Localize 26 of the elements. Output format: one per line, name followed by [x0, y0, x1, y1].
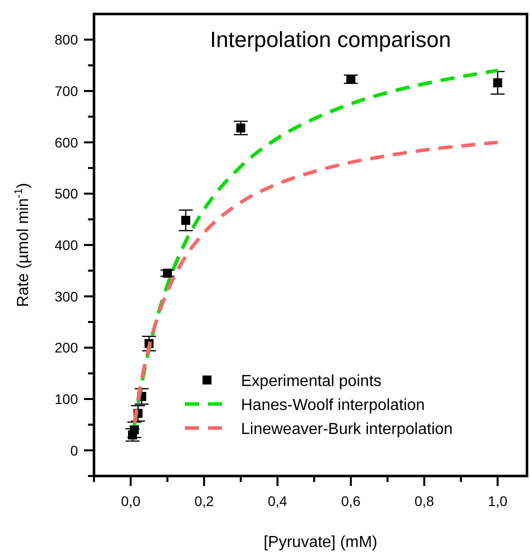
y-tick-label: 0	[70, 442, 78, 458]
point	[181, 216, 190, 225]
point	[346, 74, 356, 84]
x-axis-title: [Pyruvate] (mM)	[264, 534, 378, 551]
x-tick-label: 1,0	[488, 493, 508, 509]
text: Interpolation comparison	[210, 27, 451, 52]
y-tick-label: 100	[54, 391, 78, 407]
legend-label: Experimental points	[241, 373, 382, 390]
point	[162, 268, 172, 278]
x-tick-label: 0,0	[120, 493, 141, 509]
x-tick-label: 0,6	[341, 493, 361, 509]
y-tick-label: 800	[54, 32, 78, 48]
x-tick-label: 0,2	[194, 493, 214, 509]
point	[236, 123, 246, 132]
y-tick-label: 400	[54, 237, 78, 253]
y-tick-label: 300	[54, 288, 78, 304]
legend-label: Hanes-Woolf interpolation	[241, 397, 425, 414]
x-tick-label: 0,8	[414, 493, 434, 509]
y-tick-label: 200	[54, 340, 78, 356]
point	[130, 425, 139, 434]
y-tick-label: 700	[54, 83, 78, 99]
point	[493, 78, 502, 88]
y-tick-label: 600	[54, 134, 78, 150]
legend-label: Lineweaver-Burk interpolation	[241, 421, 453, 438]
y-tick-label: 500	[54, 186, 78, 202]
x-tick-label: 0,4	[268, 493, 288, 509]
